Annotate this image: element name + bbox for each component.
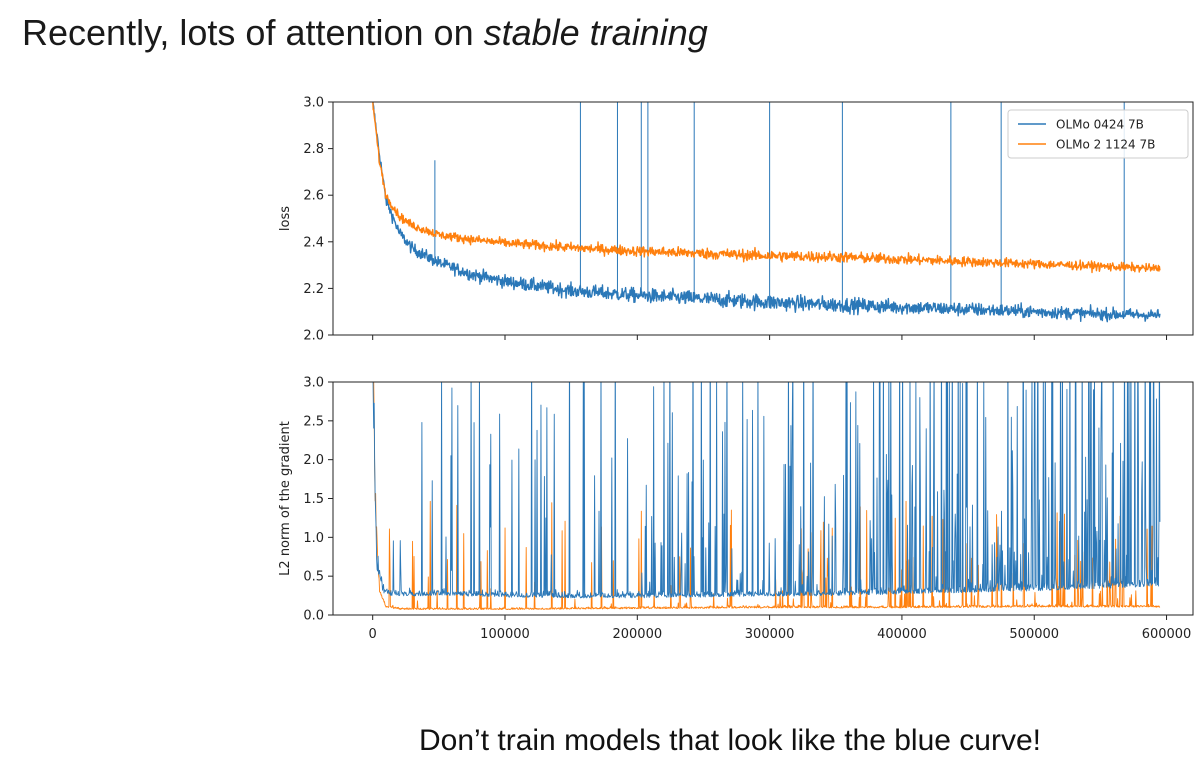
x-tick-label: 500000	[1009, 627, 1059, 642]
y-tick-label: 2.6	[303, 189, 324, 204]
y-axis-label: L2 norm of the gradient	[278, 421, 293, 576]
legend: OLMo 0424 7B OLMo 2 1124 7B	[1007, 109, 1189, 159]
y-tick-label: 3.0	[303, 376, 324, 391]
slide-title: Recently, lots of attention on stable tr…	[22, 12, 708, 54]
x-tick-label: 100000	[480, 627, 530, 642]
series-line-blue	[372, 382, 1161, 599]
y-axis-label: loss	[278, 206, 293, 231]
y-tick-label: 0.5	[303, 570, 324, 585]
series-line-orange	[372, 102, 1161, 274]
y-tick-label: 3.0	[303, 96, 324, 111]
y-tick-label: 1.5	[303, 492, 324, 507]
y-tick-label: 0.0	[303, 609, 324, 624]
y-tick-label: 2.4	[303, 235, 324, 250]
x-tick-label: 600000	[1142, 627, 1192, 642]
series-line-blue	[372, 102, 1161, 323]
x-tick-label: 0	[369, 627, 377, 642]
axes-frame	[332, 101, 1194, 336]
slide-title-text: Recently, lots of attention on	[22, 12, 484, 53]
y-tick-label: 1.0	[303, 531, 324, 546]
panel-2: 0.0 0.5 1.0 1.5 2.0 2.5 3.0 0 100000 200000 300000…	[278, 376, 1194, 642]
y-tick-label: 2.0	[303, 453, 324, 468]
y-tick-label: 2.8	[303, 142, 324, 157]
y-tick-label: 2.0	[303, 329, 324, 344]
panel-1: 2.0 2.2 2.4 2.6 2.8 3.0 loss OLMo 0424 7B OLMo 2…	[278, 96, 1194, 344]
y-tick-label: 2.5	[303, 414, 324, 429]
legend-entry: OLMo 0424 7B	[1056, 118, 1144, 132]
x-tick-label: 200000	[612, 627, 662, 642]
plot-area	[372, 382, 1161, 611]
series-line-orange	[373, 382, 1161, 611]
legend-box	[1007, 109, 1189, 159]
plot-area	[372, 102, 1161, 323]
y-tick-label: 2.2	[303, 282, 324, 297]
x-tick-label: 300000	[745, 627, 795, 642]
x-tick-label: 400000	[877, 627, 927, 642]
legend-entry: OLMo 2 1124 7B	[1056, 138, 1155, 152]
slide-caption: Don’t train models that look like the bl…	[419, 724, 1041, 757]
figure: 2.0 2.2 2.4 2.6 2.8 3.0 loss OLMo 0424 7B OLMo 2…	[278, 96, 1194, 642]
slide-title-emphasis: stable training	[483, 12, 708, 53]
